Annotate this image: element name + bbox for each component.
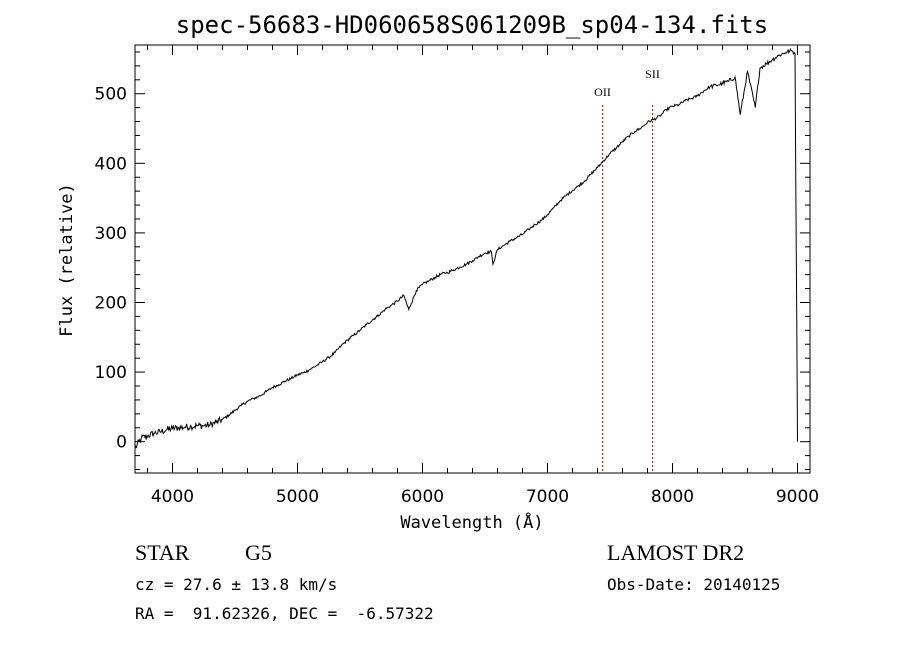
line-marker-label: SII: [645, 67, 660, 81]
x-axis: 4000 5000 6000 7000 8000 9000: [147, 45, 819, 507]
object-subclass: G5: [245, 540, 272, 565]
y-tick-label: 500: [95, 85, 127, 105]
survey-name: LAMOST DR2: [607, 540, 745, 565]
x-tick-label: 9000: [776, 487, 819, 507]
observation-date: Obs-Date: 20140125: [607, 575, 781, 594]
x-tick-label: 8000: [651, 487, 694, 507]
object-class: STAR: [135, 540, 190, 565]
x-tick-label: 5000: [276, 487, 319, 507]
chart-title: spec-56683-HD060658S061209B_sp04-134.fit…: [176, 11, 768, 39]
spectrum-line: [134, 47, 798, 449]
y-axis: 0 100 200 300 400 500: [95, 51, 810, 471]
x-tick-label: 6000: [401, 487, 444, 507]
x-tick-label: 7000: [526, 487, 569, 507]
emission-line-markers: OII SII: [594, 67, 660, 473]
y-tick-label: 0: [116, 433, 127, 453]
x-tick-label: 4000: [151, 487, 194, 507]
redshift-velocity: cz = 27.6 ± 13.8 km/s: [135, 575, 338, 594]
y-tick-label: 200: [95, 293, 127, 313]
y-axis-label: Flux (relative): [57, 183, 77, 337]
y-tick-label: 300: [95, 224, 127, 244]
sky-coordinates: RA = 91.62326, DEC = -6.57322: [135, 604, 434, 623]
x-axis-label: Wavelength (Å): [400, 511, 543, 533]
y-tick-label: 400: [95, 154, 127, 174]
line-marker-label: OII: [594, 85, 611, 99]
plot-frame: [134, 44, 811, 474]
y-tick-label: 100: [95, 363, 127, 383]
